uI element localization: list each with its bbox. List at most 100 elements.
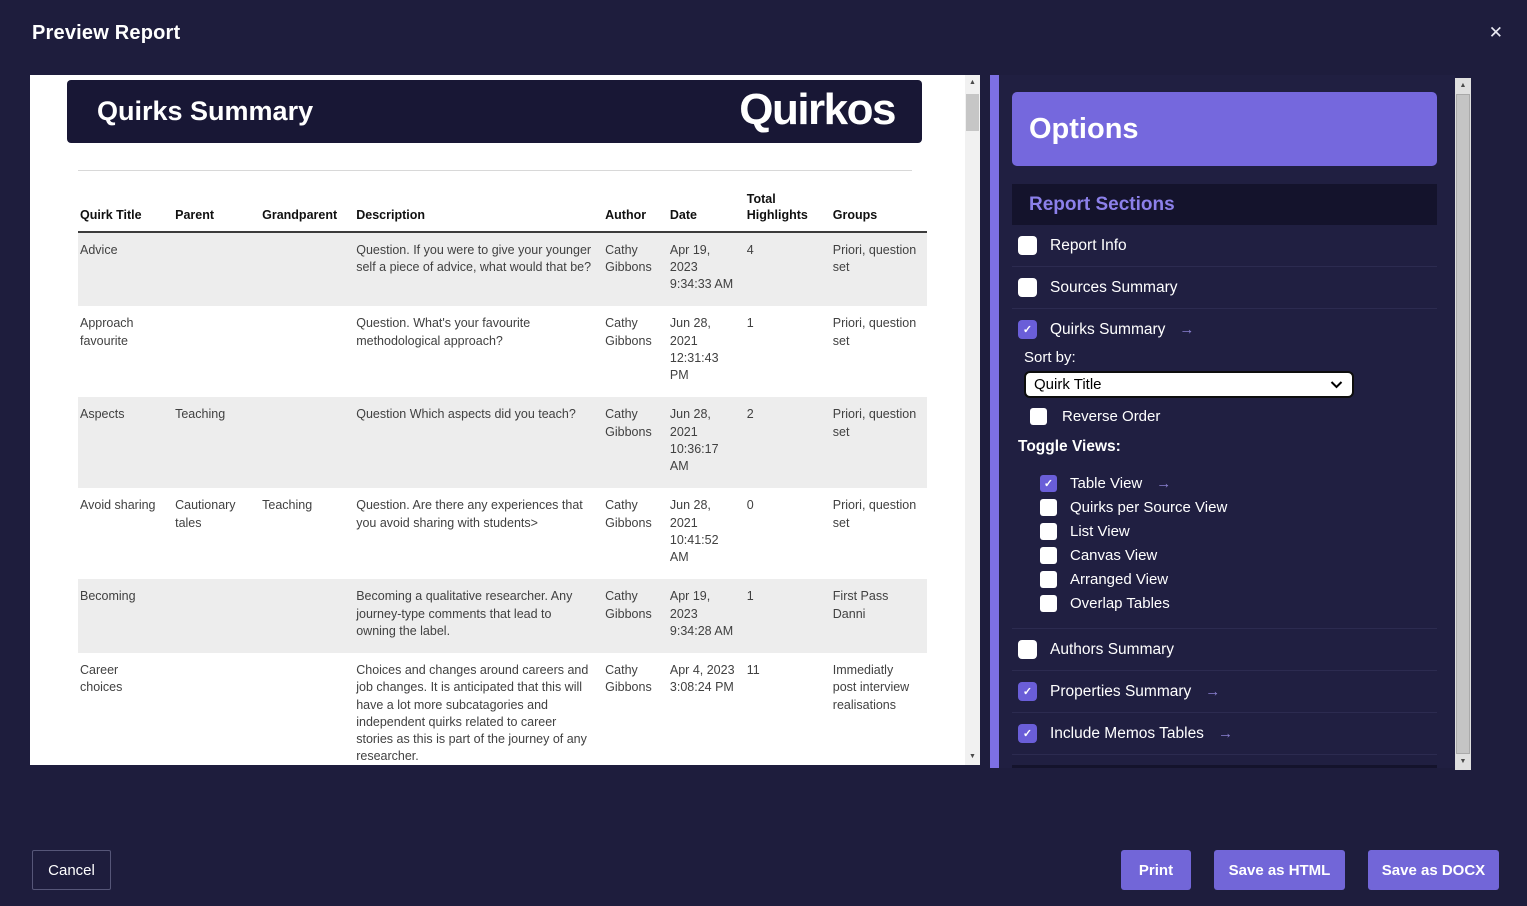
parent-cell: Teaching — [175, 407, 226, 422]
scrollbar-thumb[interactable] — [1456, 94, 1470, 754]
author-cell: Cathy Gibbons — [605, 589, 652, 621]
date-cell: Jun 28, 2021 10:36:17 AM — [669, 407, 719, 473]
report-divider — [78, 170, 912, 171]
close-icon[interactable]: ✕ — [1488, 23, 1503, 42]
quirk-title-cell: Becoming — [80, 589, 136, 604]
save-as-docx-button[interactable]: Save as DOCX — [1368, 850, 1499, 890]
parent-cell — [173, 579, 260, 653]
option-row-sources-summary: Sources Summary — [1012, 267, 1437, 309]
toggle-view-label: Canvas View — [1070, 546, 1158, 564]
option-row-include-memos: ✓ Include Memos Tables → — [1012, 713, 1437, 755]
author-cell: Cathy Gibbons — [605, 663, 652, 695]
scroll-up-icon[interactable]: ▲ — [1459, 82, 1467, 89]
toggle-view-label: Table View — [1070, 474, 1143, 492]
option-row-quirks-summary: ✓ Quirks Summary → Sort by: Quirk Title … — [1012, 309, 1437, 629]
table-row: Aspects Teaching Question Which aspects di… — [78, 397, 927, 489]
sort-by-select[interactable]: Quirk Title — [1024, 371, 1354, 398]
description-cell: Question Which aspects did you teach? — [356, 407, 576, 422]
arrow-icon: → — [1179, 321, 1195, 338]
toggle-view-row: Arranged View — [1040, 567, 1437, 591]
reverse-order-row: Reverse Order — [1030, 408, 1437, 425]
footer-actions: Print Save as HTML Save as DOCX — [1121, 850, 1499, 890]
quirk-title-cell: Approach favourite — [80, 316, 134, 348]
arrow-icon: → — [1156, 474, 1172, 492]
save-as-html-button[interactable]: Save as HTML — [1214, 850, 1345, 890]
quirks-summary-checkbox[interactable]: ✓ — [1018, 320, 1037, 339]
sort-by-value: Quirk Title — [1034, 376, 1102, 393]
table-row: Approach favourite Question. What's your … — [78, 306, 927, 397]
quirk-title-cell: Avoid sharing — [80, 498, 156, 513]
grandparent-cell — [260, 306, 354, 397]
scroll-down-icon[interactable]: ▼ — [969, 753, 976, 760]
options-scrollbar[interactable]: ▲ ▼ — [1455, 78, 1471, 770]
total-highlights-cell: 1 — [746, 316, 754, 331]
groups-cell: Priori, question set — [832, 498, 917, 530]
total-highlights-cell: 4 — [746, 242, 754, 257]
report-title: Quirks Summary — [97, 96, 314, 126]
column-header: Parent — [173, 191, 261, 233]
column-header: Groups — [830, 191, 927, 233]
column-header: Quirk Title — [78, 191, 174, 233]
grandparent-cell — [260, 232, 354, 307]
check-icon: ✓ — [1043, 477, 1054, 490]
reverse-order-label: Reverse Order — [1062, 408, 1161, 425]
toggle-view-row: List View — [1040, 519, 1437, 543]
scrollbar-thumb[interactable] — [966, 94, 979, 131]
reverse-order-checkbox[interactable] — [1030, 408, 1047, 425]
report-document: Quirks Summary Quirkos Quirk Title Parent… — [30, 75, 965, 765]
toggle-view-label: Quirks per Source View — [1070, 498, 1228, 516]
chevron-down-icon — [1330, 380, 1343, 388]
table-row: Becoming Becoming a qualitative researche… — [78, 579, 927, 653]
checkbox[interactable] — [1040, 498, 1057, 516]
option-row-properties-summary: ✓ Properties Summary → — [1012, 671, 1437, 713]
grandparent-cell — [260, 397, 354, 488]
total-highlights-cell: 0 — [746, 498, 754, 513]
quirk-title-cell: Career choices — [80, 663, 123, 695]
checkbox[interactable] — [1040, 522, 1057, 540]
sources-summary-checkbox[interactable] — [1018, 278, 1037, 297]
column-header: Date — [667, 191, 745, 233]
groups-cell: Immediatly post interview realisations — [832, 663, 910, 712]
authors-summary-checkbox[interactable] — [1018, 640, 1037, 659]
author-cell: Cathy Gibbons — [605, 407, 652, 439]
parent-cell: Cautionary tales — [175, 498, 236, 530]
toggle-views-list: ✓ Table View → Quirks per Source View List V… — [1040, 471, 1437, 615]
cancel-button[interactable]: Cancel — [32, 850, 111, 890]
properties-summary-label: Properties Summary — [1050, 682, 1192, 700]
check-icon: ✓ — [1022, 686, 1033, 698]
toggle-views-label: Toggle Views: — [1018, 438, 1121, 455]
table-header-row: Quirk Title Parent Grandparent Description A… — [78, 191, 927, 233]
preview-scrollbar[interactable]: ▲ ▼ — [965, 75, 980, 765]
next-section-partial — [1012, 765, 1437, 768]
column-header: Description — [354, 191, 604, 233]
parent-cell — [173, 306, 260, 397]
scroll-down-icon[interactable]: ▼ — [1459, 758, 1467, 765]
toggle-view-row: Overlap Tables — [1040, 591, 1437, 615]
scroll-up-icon[interactable]: ▲ — [969, 79, 976, 86]
total-highlights-cell: 11 — [746, 663, 760, 677]
groups-cell: Priori, question set — [832, 316, 917, 348]
include-memos-checkbox[interactable]: ✓ — [1018, 724, 1037, 743]
checkbox[interactable] — [1040, 546, 1057, 564]
date-cell: Jun 28, 2021 10:41:52 AM — [669, 498, 719, 564]
date-cell: Apr 19, 2023 9:34:33 AM — [669, 242, 734, 292]
report-info-checkbox[interactable] — [1018, 236, 1037, 255]
toggle-view-label: List View — [1070, 522, 1130, 540]
properties-summary-checkbox[interactable]: ✓ — [1018, 682, 1037, 701]
quirk-title-cell: Advice — [80, 242, 118, 257]
arrow-icon: → — [1205, 683, 1221, 700]
column-header: Author — [603, 191, 668, 233]
checkbox[interactable] — [1040, 594, 1057, 612]
column-header: Total Highlights — [744, 191, 831, 233]
option-row-report-info: Report Info — [1012, 225, 1437, 267]
description-cell: Choices and changes around careers and j… — [356, 663, 589, 764]
table-row: Career choices Choices and changes around… — [78, 653, 927, 765]
quirks-summary-table: Quirk Title Parent Grandparent Description A… — [78, 191, 927, 765]
checkbox[interactable] — [1040, 570, 1057, 588]
print-button[interactable]: Print — [1121, 850, 1191, 890]
author-cell: Cathy Gibbons — [605, 316, 652, 348]
description-cell: Question. If you were to give your young… — [356, 242, 592, 274]
options-header: Options — [1012, 92, 1437, 166]
checkbox[interactable]: ✓ — [1040, 474, 1057, 492]
grandparent-cell: Teaching — [262, 498, 313, 513]
